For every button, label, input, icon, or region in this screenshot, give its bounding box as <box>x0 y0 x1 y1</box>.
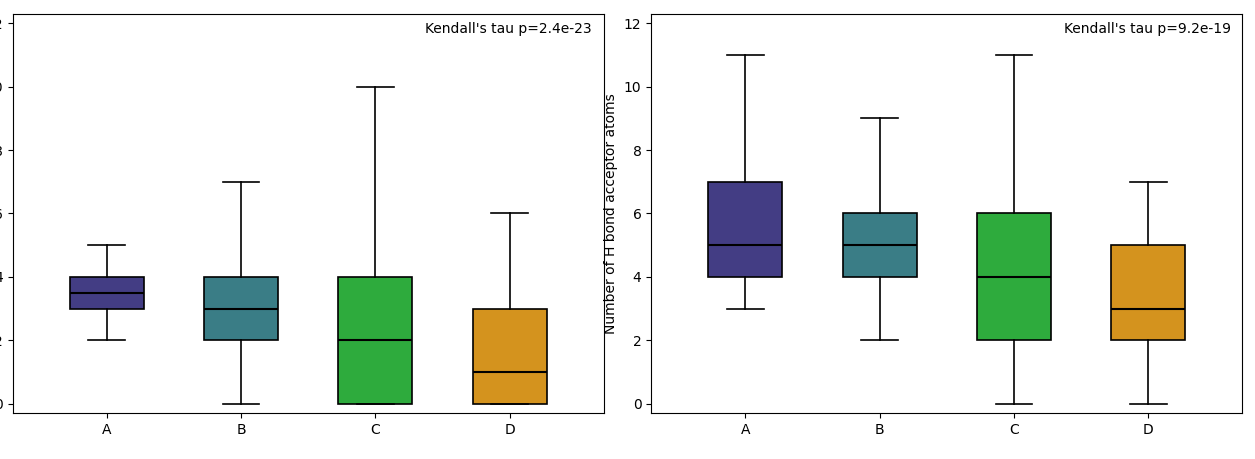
PathPatch shape <box>978 213 1050 340</box>
PathPatch shape <box>708 182 782 277</box>
PathPatch shape <box>1112 245 1185 340</box>
PathPatch shape <box>70 277 143 308</box>
PathPatch shape <box>473 308 547 403</box>
Y-axis label: Number of H bond acceptor atoms: Number of H bond acceptor atoms <box>604 93 619 334</box>
Text: Kendall's tau p=9.2e-19: Kendall's tau p=9.2e-19 <box>1064 22 1231 36</box>
Text: Kendall's tau p=2.4e-23: Kendall's tau p=2.4e-23 <box>425 22 592 36</box>
PathPatch shape <box>339 277 413 403</box>
PathPatch shape <box>205 277 277 340</box>
PathPatch shape <box>842 213 916 277</box>
